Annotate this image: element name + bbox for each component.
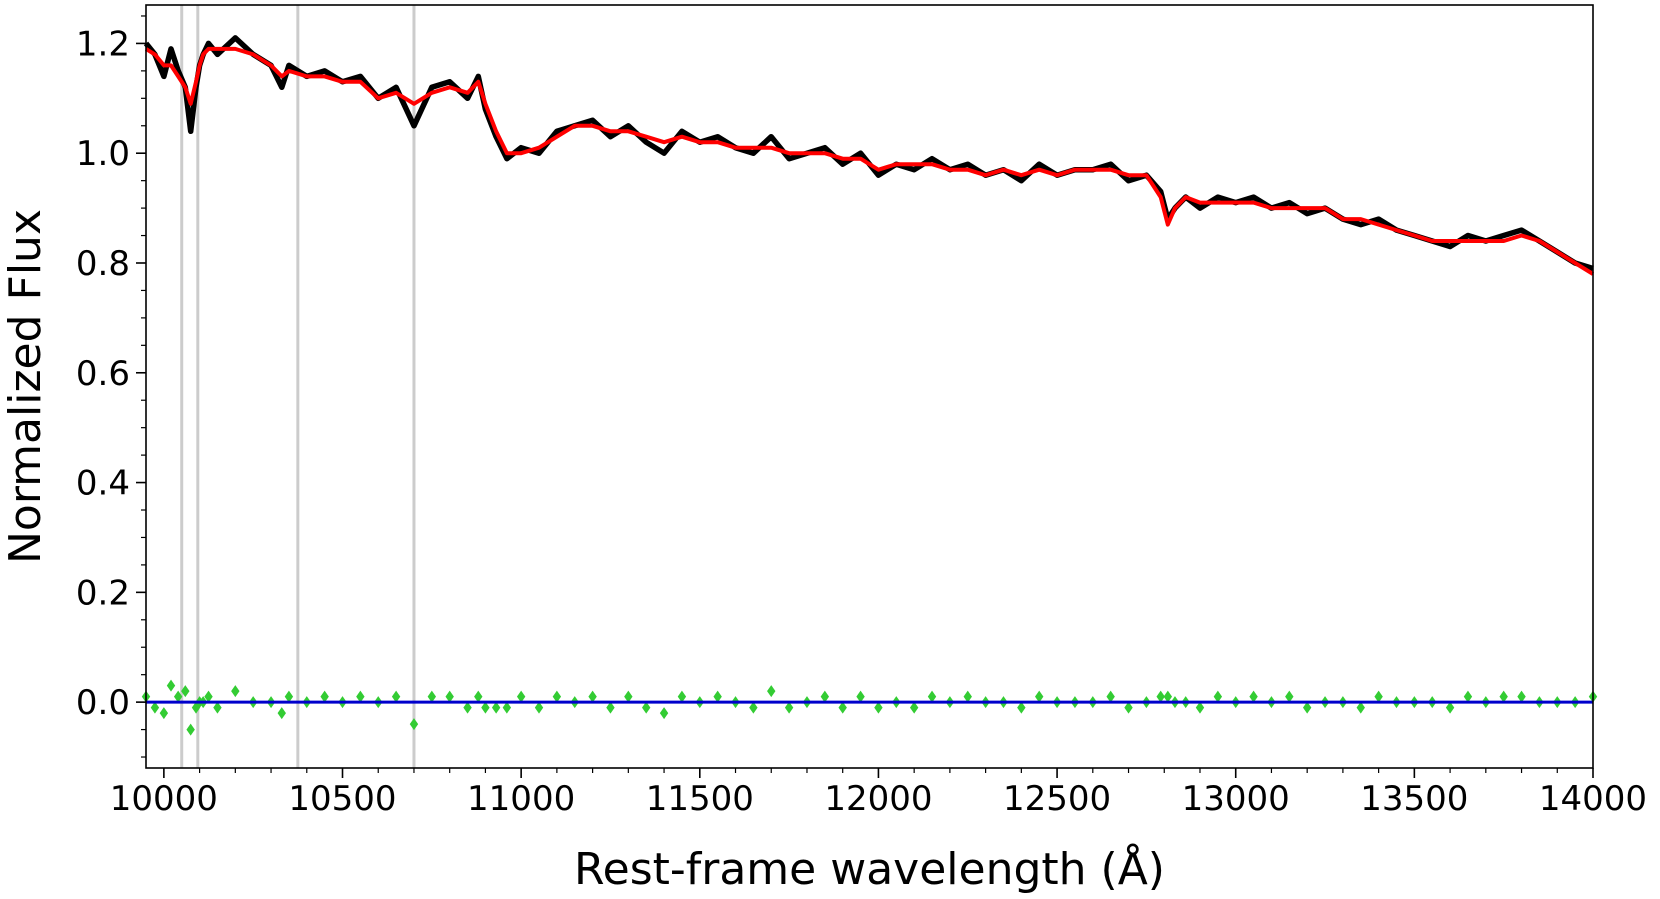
residual-point xyxy=(320,690,329,703)
model-line xyxy=(144,46,1595,276)
residual-point xyxy=(1156,690,1165,703)
residual-point xyxy=(1499,690,1508,703)
residual-point xyxy=(856,690,865,703)
residual-point xyxy=(1195,701,1205,714)
series-layer xyxy=(141,35,1598,736)
residual-point xyxy=(1213,690,1223,703)
residual-point xyxy=(173,690,183,703)
residual-point xyxy=(474,690,483,703)
residual-point xyxy=(481,701,490,714)
residual-point xyxy=(159,707,169,720)
x-tick-label: 10000 xyxy=(110,779,218,819)
residual-point xyxy=(1163,690,1173,703)
residual-point xyxy=(1106,690,1115,703)
x-tick-label: 12000 xyxy=(824,779,932,819)
y-tick-label: 1.0 xyxy=(76,134,130,174)
residual-point xyxy=(409,718,419,731)
residual-point xyxy=(606,701,615,714)
residual-point xyxy=(1517,690,1526,703)
x-tick-label: 13000 xyxy=(1182,779,1290,819)
residual-point xyxy=(1445,701,1455,714)
residual-point xyxy=(784,701,794,714)
residual-point xyxy=(534,701,544,714)
observed-line xyxy=(143,35,1594,272)
residual-point xyxy=(1035,690,1044,703)
residual-point xyxy=(213,701,222,714)
residual-point xyxy=(186,723,195,736)
residual-point xyxy=(1124,701,1133,714)
x-tick-label: 14000 xyxy=(1539,779,1647,819)
plot-frame xyxy=(145,4,1594,769)
residual-point xyxy=(391,690,401,703)
x-tick-label: 11000 xyxy=(467,779,575,819)
residual-point xyxy=(749,701,758,714)
residual-point xyxy=(677,690,687,703)
residual-point xyxy=(963,690,972,703)
reference-lines xyxy=(180,5,416,768)
residual-point xyxy=(767,685,776,698)
residual-point xyxy=(463,701,472,714)
residual-point xyxy=(838,701,847,714)
x-tick-label: 11500 xyxy=(646,779,754,819)
residual-point xyxy=(1374,690,1383,703)
residual-point xyxy=(445,690,454,703)
x-tick-label: 10500 xyxy=(288,779,396,819)
residual-point xyxy=(909,701,919,714)
residual-point xyxy=(713,690,722,703)
y-axis-title: Normalized Flux xyxy=(0,209,51,564)
residual-point xyxy=(641,701,651,714)
residual-point xyxy=(231,685,240,698)
residual-point xyxy=(659,707,669,720)
residual-point xyxy=(927,690,937,703)
series-residuals xyxy=(141,679,1598,736)
residual-point xyxy=(502,701,512,714)
residual-point xyxy=(1017,701,1026,714)
residual-point xyxy=(427,690,437,703)
residual-point xyxy=(356,690,365,703)
x-axis: 10000 10500 11000 11500 12000 12500 13000 13500… xyxy=(110,768,1647,819)
x-tick-label: 13500 xyxy=(1360,779,1468,819)
y-tick-label: 0.2 xyxy=(76,573,130,613)
residual-point xyxy=(181,685,190,698)
y-tick-label: 0.0 xyxy=(76,683,130,723)
series-observed xyxy=(143,35,1594,272)
residual-point xyxy=(588,690,597,703)
residual-point xyxy=(204,690,213,703)
residual-point xyxy=(552,690,562,703)
y-tick-label: 0.6 xyxy=(76,354,130,394)
residual-point xyxy=(150,701,160,714)
residual-point xyxy=(1356,701,1365,714)
y-tick-label: 0.4 xyxy=(76,464,130,504)
residual-point xyxy=(1249,690,1258,703)
residual-point xyxy=(624,690,633,703)
residual-point xyxy=(516,690,526,703)
y-tick-label: 0.8 xyxy=(76,244,130,284)
residual-point xyxy=(491,701,501,714)
x-tick-label: 12500 xyxy=(1003,779,1111,819)
y-tick-label: 1.2 xyxy=(76,24,130,64)
residual-point xyxy=(166,679,176,692)
residual-point xyxy=(277,707,286,720)
residual-point xyxy=(1302,701,1312,714)
residual-point xyxy=(284,690,294,703)
x-axis-title: Rest-frame wavelength (Å) xyxy=(574,842,1165,895)
residual-point xyxy=(820,690,830,703)
series-model xyxy=(144,46,1595,276)
residual-point xyxy=(874,701,883,714)
residual-point xyxy=(1463,690,1473,703)
y-axis: 0.0 0.2 0.4 0.6 0.8 1.0 1.2 xyxy=(76,15,146,758)
residual-point xyxy=(1285,690,1294,703)
